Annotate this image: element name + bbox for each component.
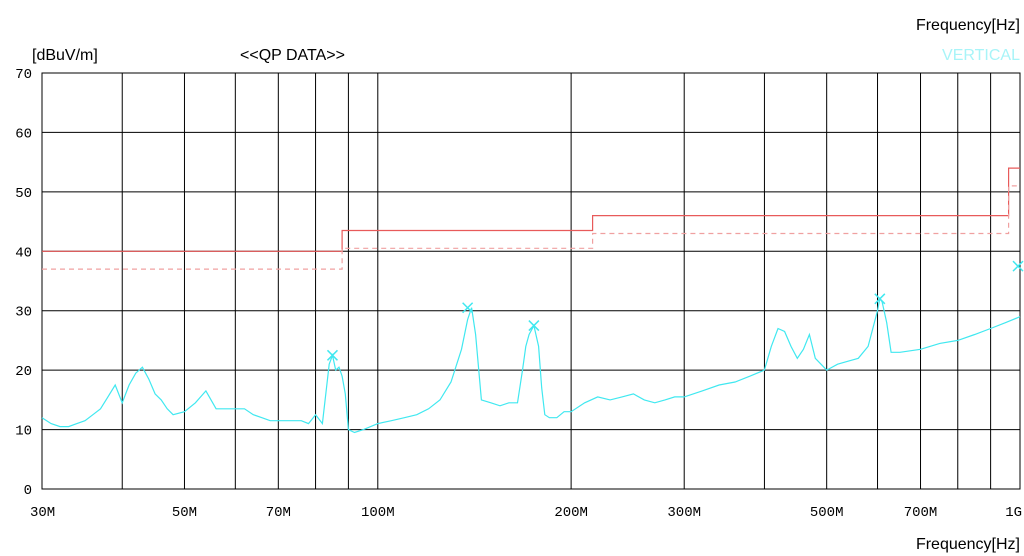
- x-tick-label: 100M: [361, 505, 395, 521]
- peak-markers: [326, 260, 1024, 361]
- y-tick-label: 30: [15, 305, 32, 321]
- series-margin-line: [42, 185, 1020, 270]
- peak-marker: [462, 302, 474, 314]
- plot-frame: [41, 72, 1021, 490]
- y-tick-label: 20: [15, 364, 32, 380]
- x-tick-labels: 30M 50M 70M 100M 200M 300M 500M 700M 1G: [30, 505, 1022, 521]
- peak-marker: [528, 320, 540, 332]
- series-limit-line: [42, 167, 1020, 252]
- data-type-label: <<QP DATA>>: [240, 47, 345, 64]
- y-tick-label: 70: [15, 67, 32, 83]
- x-tick-label: 30M: [30, 505, 55, 521]
- peak-marker-stroke: [1012, 260, 1024, 272]
- peak-marker: [326, 349, 338, 361]
- y-tick-label: 10: [15, 424, 32, 440]
- peak-marker-stroke: [874, 293, 886, 305]
- y-tick-label: 50: [15, 186, 32, 202]
- x-tick-label: 70M: [266, 505, 291, 521]
- x-tick-label: 500M: [810, 505, 844, 521]
- grid: [41, 72, 1021, 490]
- frequency-label-bottom: Frequency[Hz]: [916, 536, 1020, 553]
- y-tick-labels: 0 10 20 30 40 50 60 70: [15, 67, 32, 499]
- series-group: [41, 167, 1021, 434]
- x-tick-label: 700M: [904, 505, 938, 521]
- peak-marker-stroke: [528, 320, 540, 332]
- peak-marker: [874, 293, 886, 305]
- x-tick-label: 1G: [1005, 505, 1022, 521]
- peak-marker-stroke: [462, 302, 474, 314]
- x-tick-label: 50M: [172, 505, 197, 521]
- y-tick-label: 60: [15, 126, 32, 142]
- x-tick-label: 200M: [554, 505, 588, 521]
- unit-label: [dBuV/m]: [32, 47, 98, 64]
- series-vertical-line: [41, 297, 1021, 434]
- x-tick-label: 300M: [667, 505, 701, 521]
- frequency-label-top: Frequency[Hz]: [916, 17, 1020, 34]
- y-tick-label: 0: [24, 483, 32, 499]
- y-tick-label: 40: [15, 245, 32, 261]
- peak-marker: [1012, 260, 1024, 272]
- polarization-label: VERTICAL: [942, 47, 1020, 64]
- peak-marker-stroke: [326, 349, 338, 361]
